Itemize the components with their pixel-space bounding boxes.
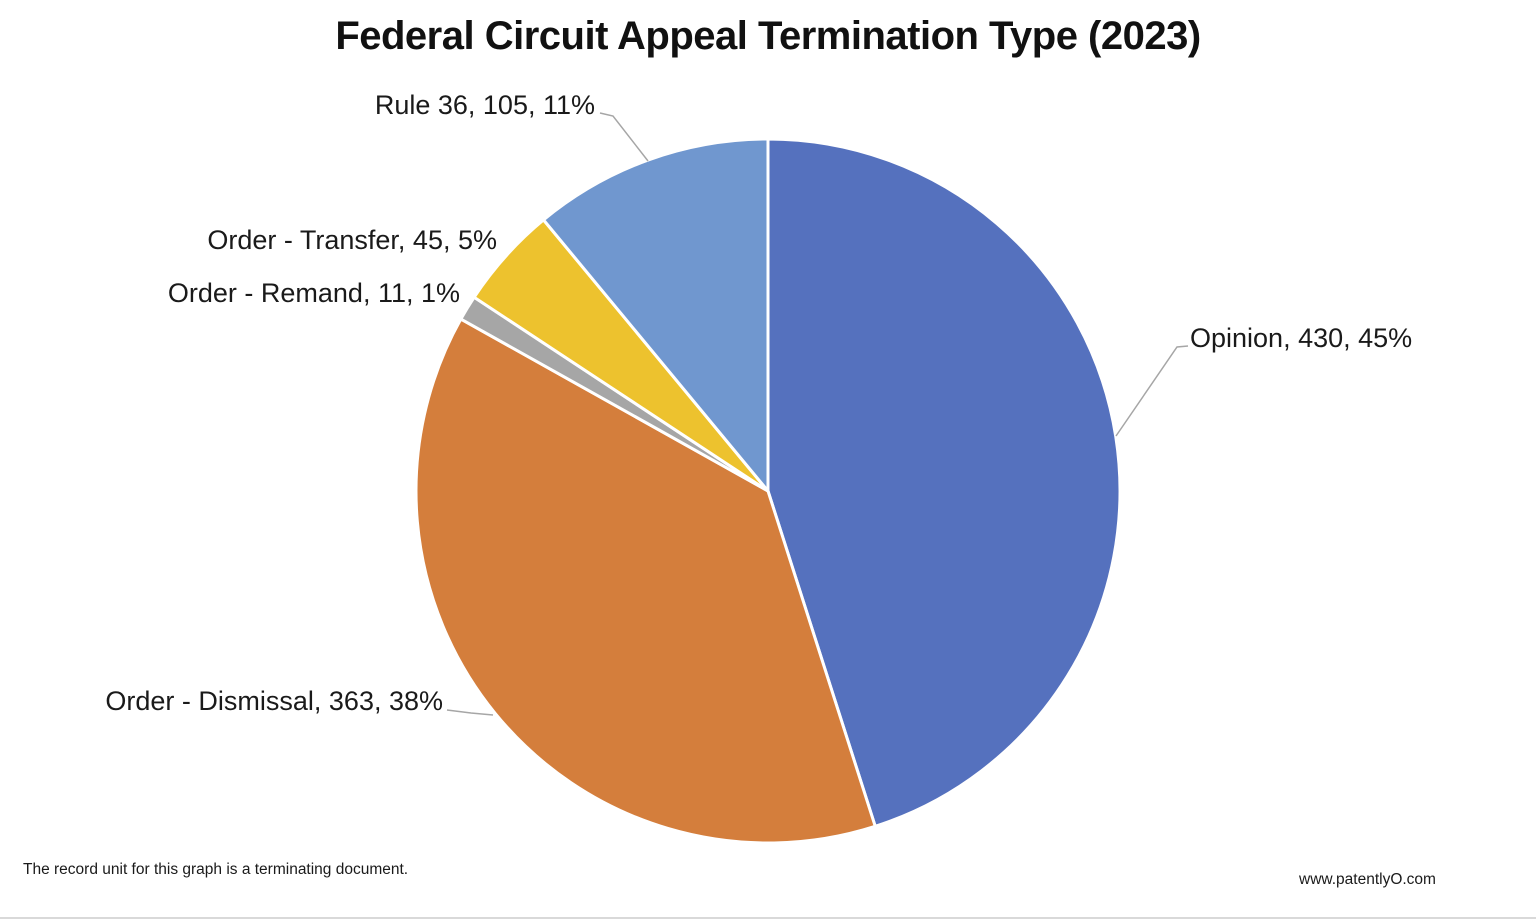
slice-label-opinion: Opinion, 430, 45% xyxy=(1190,323,1413,353)
slice-label-transfer: Order - Transfer, 45, 5% xyxy=(207,225,497,255)
leader-line-dismissal xyxy=(446,709,494,716)
leader-line-rule36 xyxy=(599,112,649,162)
slice-label-rule36: Rule 36, 105, 11% xyxy=(374,90,595,120)
pie-slices xyxy=(414,137,1122,845)
footnote: The record unit for this graph is a term… xyxy=(23,861,409,878)
source-url: www.patentlyO.com xyxy=(1299,871,1436,888)
pie-slice-rule-36 xyxy=(542,137,770,493)
slice-label-dismissal: Order - Dismissal, 363, 38% xyxy=(105,686,443,716)
pie-slice-opinion xyxy=(766,137,1122,828)
slice-label-remand: Order - Remand, 11, 1% xyxy=(167,278,460,308)
chart-title: Federal Circuit Appeal Termination Type … xyxy=(335,14,1201,58)
pie-slice-order-dismissal xyxy=(414,317,877,845)
leader-lines xyxy=(446,112,1189,716)
leader-line-opinion xyxy=(1115,345,1189,437)
